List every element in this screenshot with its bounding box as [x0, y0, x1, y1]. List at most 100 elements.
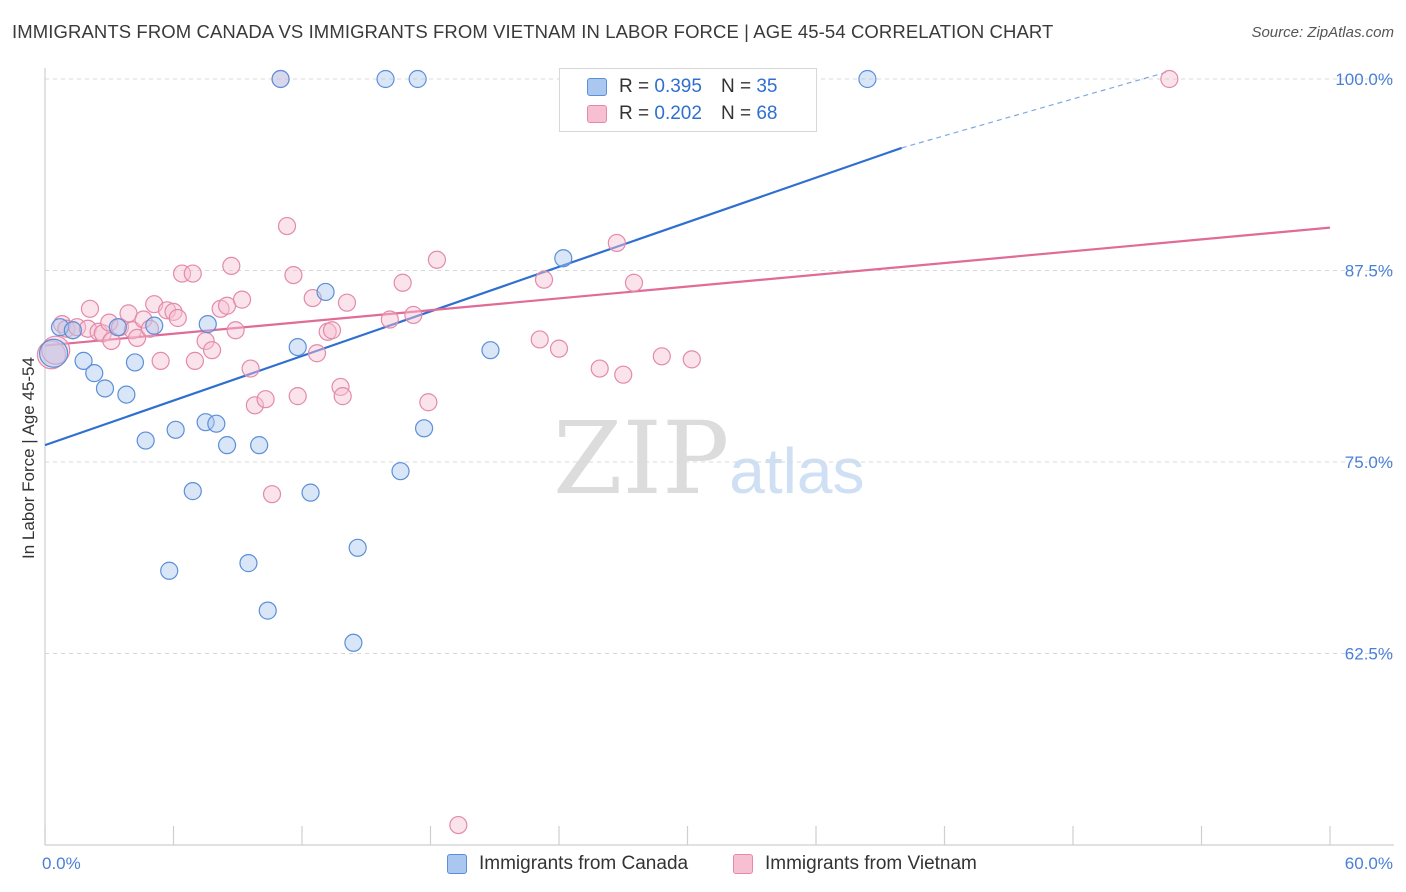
point-vietnam [682, 350, 701, 369]
point-canada [63, 321, 82, 340]
point-vietnam [127, 328, 147, 348]
point-canada [183, 482, 202, 501]
legend-row-vietnam: R = 0.202 N = 68 [560, 101, 777, 127]
point-vietnam [172, 264, 192, 283]
point-vietnam [652, 347, 671, 366]
point-canada [74, 351, 93, 370]
point-vietnam [134, 310, 153, 329]
point-vietnam [404, 305, 423, 325]
watermark-atlas: atlas [729, 435, 865, 507]
point-vietnam [100, 313, 119, 332]
point-canada [38, 338, 69, 368]
point-canada [125, 353, 145, 372]
legend-n-value-canada: 35 [756, 76, 778, 97]
y-tick-label: 75.0% [1345, 453, 1393, 472]
point-canada [301, 483, 320, 502]
point-vietnam [222, 256, 241, 276]
point-canada [348, 538, 367, 557]
legend-r-value-vietnam: 0.202 [654, 103, 702, 124]
watermark-zip: ZIP [553, 400, 730, 517]
bottom-legend: Immigrants from Canada Immigrants from V… [0, 853, 1406, 877]
y-axis-label: In Labor Force | Age 45-54 [19, 357, 38, 559]
point-vietnam [380, 310, 399, 329]
point-vietnam [284, 265, 303, 285]
legend-r-label: R = [619, 103, 650, 124]
point-canada [239, 554, 258, 573]
point-vietnam [232, 290, 252, 309]
watermark: ZIPatlas [553, 400, 864, 517]
point-vietnam [614, 365, 633, 384]
point-vietnam [245, 396, 264, 415]
bottom-legend-swatch-vietnam [733, 854, 753, 874]
point-canada [258, 601, 277, 620]
point-canada [95, 379, 115, 398]
point-vietnam [202, 341, 222, 360]
trend-lines [44, 70, 1331, 447]
series-vietnam-points [36, 69, 1179, 835]
point-canada [217, 436, 237, 455]
chart-source: Source: ZipAtlas.com [1251, 24, 1394, 41]
legend-n-value-vietnam: 68 [756, 103, 778, 124]
bottom-legend-label-canada: Immigrants from Canada [479, 853, 689, 874]
point-canada [198, 315, 217, 334]
series-canada-points [38, 69, 877, 652]
point-vietnam [183, 264, 202, 283]
point-vietnam [241, 359, 260, 378]
trend-line-canada-extension [901, 70, 1170, 149]
y-tick-label: 87.5% [1345, 262, 1393, 281]
point-canada [376, 69, 395, 89]
point-vietnam [307, 344, 327, 363]
point-vietnam [185, 351, 205, 370]
point-vietnam [590, 359, 609, 378]
point-vietnam [262, 485, 282, 504]
bottom-legend-label-vietnam: Immigrants from Vietnam [765, 853, 977, 874]
point-canada [117, 385, 136, 404]
y-tick-label: 100.0% [1335, 70, 1393, 89]
point-vietnam [534, 270, 554, 289]
point-canada [554, 249, 573, 268]
point-vietnam [288, 387, 307, 406]
point-canada [414, 419, 434, 438]
point-vietnam [80, 299, 100, 318]
legend-r-label: R = [619, 76, 650, 97]
point-canada [288, 338, 307, 357]
point-vietnam [393, 273, 412, 292]
point-vietnam [530, 330, 549, 349]
point-vietnam [624, 273, 644, 292]
legend: R = 0.395 N = 35 R = 0.202 N = 68 [559, 68, 817, 132]
point-canada [271, 69, 290, 89]
point-vietnam [277, 216, 297, 236]
bottom-legend-canada: Immigrants from Canada [447, 853, 688, 875]
point-canada [136, 431, 155, 450]
point-vietnam [256, 390, 275, 409]
point-vietnam [322, 321, 342, 340]
point-canada [145, 316, 164, 335]
point-vietnam [427, 250, 447, 269]
point-canada [207, 414, 226, 433]
point-vietnam [337, 293, 357, 312]
point-vietnam [151, 351, 170, 370]
legend-swatch-canada [587, 78, 607, 96]
x-tick-labels: 0.0% 60.0% [42, 854, 1393, 873]
trend-line-vietnam [44, 226, 1331, 347]
point-vietnam [1160, 69, 1179, 89]
point-canada [108, 318, 127, 337]
point-vietnam [549, 339, 569, 358]
bottom-legend-swatch-canada [447, 854, 467, 874]
chart-title: IMMIGRANTS FROM CANADA VS IMMIGRANTS FRO… [12, 21, 1054, 42]
point-vietnam [333, 387, 352, 406]
point-vietnam [36, 340, 67, 370]
point-canada [250, 436, 269, 455]
point-canada [316, 282, 335, 302]
legend-r-value-canada: 0.395 [654, 76, 702, 97]
x-tick-label: 0.0% [42, 854, 81, 873]
legend-n-label: N = [720, 103, 752, 124]
point-canada [858, 69, 877, 89]
point-vietnam [607, 233, 626, 253]
point-vietnam [449, 815, 468, 835]
point-vietnam [226, 321, 245, 340]
point-vietnam [419, 393, 438, 412]
point-canada [344, 633, 363, 652]
axes [44, 68, 1394, 846]
